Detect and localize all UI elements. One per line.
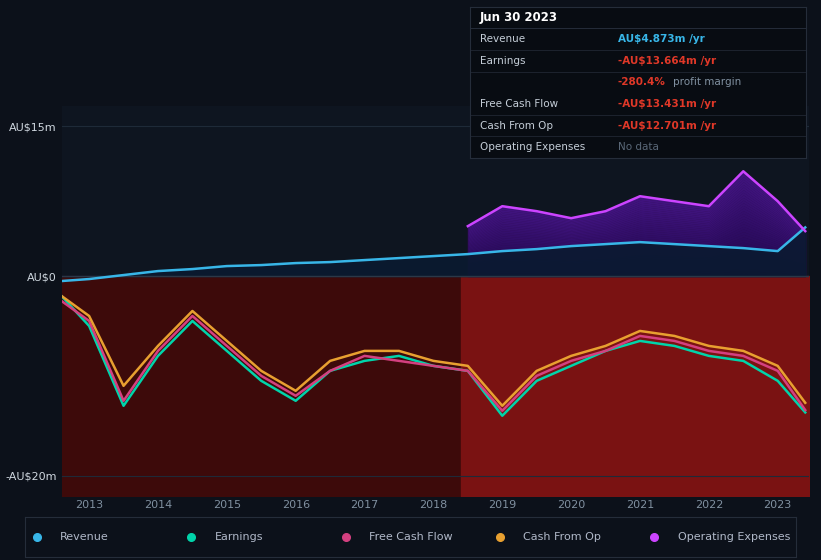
Text: Free Cash Flow: Free Cash Flow (369, 532, 452, 542)
Text: Cash From Op: Cash From Op (479, 120, 553, 130)
Text: AU$4.873m /yr: AU$4.873m /yr (617, 34, 704, 44)
Text: Revenue: Revenue (479, 34, 525, 44)
Text: Earnings: Earnings (479, 56, 525, 66)
Text: Cash From Op: Cash From Op (523, 532, 601, 542)
Text: Earnings: Earnings (214, 532, 263, 542)
Text: profit margin: profit margin (673, 77, 741, 87)
Text: -AU$13.431m /yr: -AU$13.431m /yr (617, 99, 716, 109)
Text: -280.4%: -280.4% (617, 77, 666, 87)
Text: Operating Expenses: Operating Expenses (479, 142, 585, 152)
Text: -AU$12.701m /yr: -AU$12.701m /yr (617, 120, 716, 130)
Text: Operating Expenses: Operating Expenses (677, 532, 790, 542)
Text: Revenue: Revenue (60, 532, 109, 542)
Text: Free Cash Flow: Free Cash Flow (479, 99, 557, 109)
Text: Jun 30 2023: Jun 30 2023 (479, 11, 557, 24)
Text: No data: No data (617, 142, 658, 152)
Text: -AU$13.664m /yr: -AU$13.664m /yr (617, 56, 716, 66)
